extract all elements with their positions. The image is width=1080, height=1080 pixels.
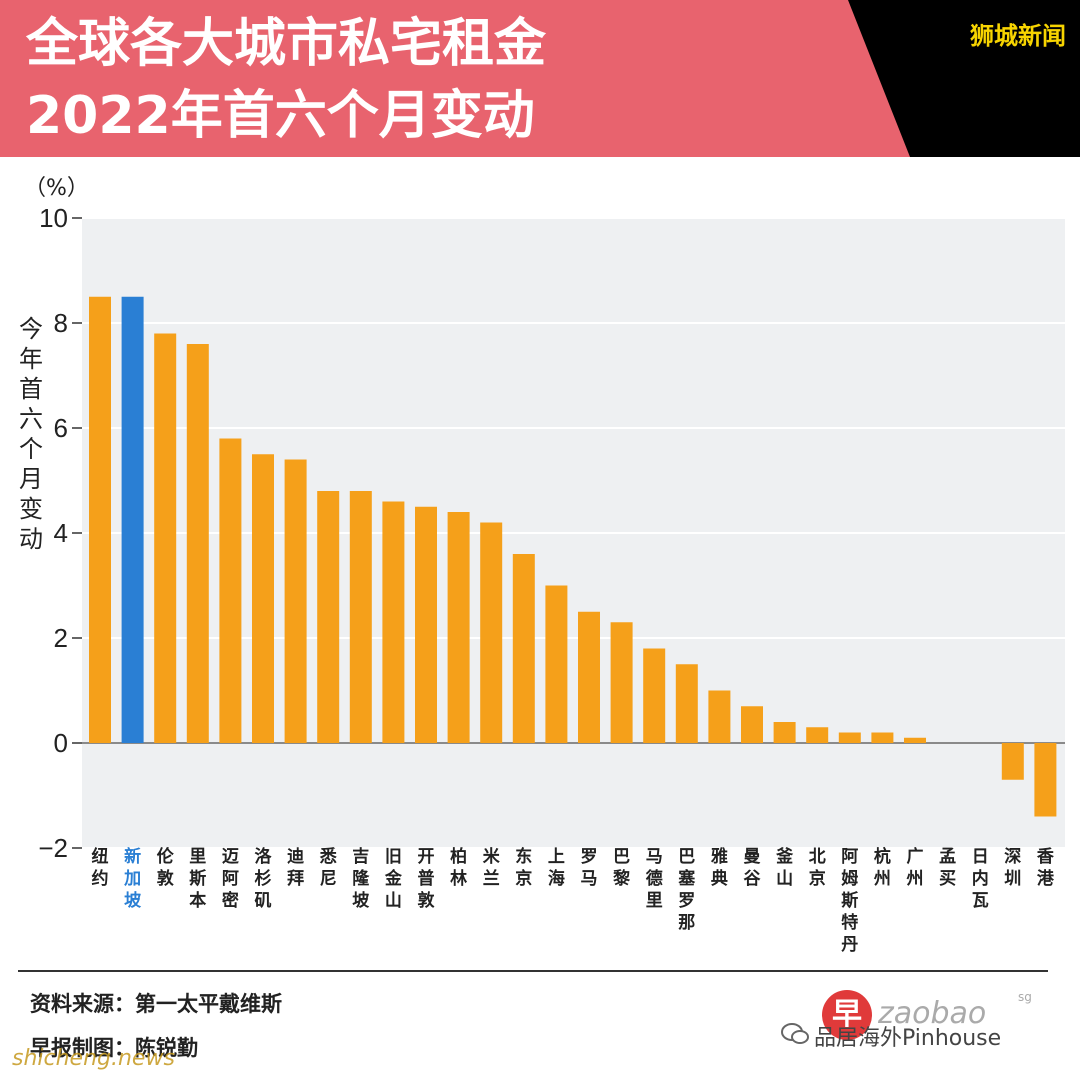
- x-tick-label: 雅典: [710, 846, 728, 889]
- bar-深圳: [1001, 743, 1024, 780]
- y-axis-label: 今年首六个月变动: [19, 315, 43, 553]
- bar-广州: [904, 737, 926, 743]
- x-tick-label: 深圳: [1004, 846, 1021, 889]
- bar-釜山: [773, 722, 796, 743]
- y-tick-label: 2: [54, 623, 68, 653]
- bar-柏林: [447, 512, 470, 743]
- bar-纽约: [89, 296, 111, 743]
- bar-里斯本: [186, 344, 209, 743]
- x-tick-label: 新加坡: [123, 846, 141, 911]
- x-tick-label: 旧金山: [384, 847, 403, 911]
- chart-title-line1: 全球各大城市私宅租金: [26, 14, 547, 74]
- wechat-account-label: 品居海外Pinhouse: [814, 1026, 1002, 1051]
- x-tick-label: 北京: [809, 847, 826, 889]
- x-tick-label: 马德里: [646, 847, 663, 911]
- bar-上海: [545, 585, 568, 743]
- x-tick-label: 巴塞罗那: [678, 847, 696, 933]
- credit-note: 早报制图：陈锐勤: [30, 1036, 198, 1060]
- x-tick-label: 上海: [548, 847, 565, 889]
- bar-开普敦: [415, 506, 437, 743]
- header-title-banner: [0, 0, 910, 157]
- bar-雅典: [708, 690, 731, 743]
- x-tick-label: 孟买: [939, 847, 956, 889]
- bar-旧金山: [382, 501, 405, 743]
- bar-迈阿密: [219, 438, 242, 743]
- y-axis-unit: （%）: [24, 176, 89, 201]
- x-tick-label: 洛杉矶: [255, 846, 273, 911]
- bar-阿姆斯特丹: [838, 732, 861, 743]
- x-tick-label: 罗马: [581, 847, 598, 889]
- site-watermark: shicheng.news: [12, 1046, 175, 1071]
- x-tick-label: 巴黎: [613, 847, 630, 889]
- x-tick-label: 广州: [906, 846, 924, 889]
- bar-马德里: [643, 648, 666, 743]
- source-note: 资料来源：第一太平戴维斯: [30, 992, 282, 1016]
- bar-巴黎: [610, 622, 633, 743]
- bar-杭州: [871, 732, 894, 743]
- x-tick-label: 东京: [515, 846, 532, 889]
- footer-divider: [18, 970, 1048, 972]
- bar-香港: [1034, 743, 1057, 817]
- bar-巴塞罗那: [675, 664, 698, 743]
- x-tick-label: 伦敦: [157, 846, 175, 889]
- bar-洛杉矶: [252, 454, 274, 743]
- y-tick-label: 4: [54, 518, 68, 548]
- y-tick-label: 6: [54, 413, 68, 443]
- bar-东京: [512, 554, 535, 743]
- x-tick-label: 香港: [1037, 847, 1055, 889]
- x-tick-label: 日内瓦: [972, 847, 989, 911]
- x-tick-label: 阿姆斯特丹: [841, 847, 858, 955]
- x-tick-label: 纽约: [92, 846, 109, 889]
- x-tick-label: 柏林: [450, 846, 467, 889]
- bar-曼谷: [741, 706, 763, 743]
- x-tick-label: 吉隆坡: [352, 847, 370, 911]
- y-tick-label: −2: [38, 833, 68, 863]
- zaobao-logo-icon: 早: [822, 990, 872, 1040]
- bar-悉尼: [317, 491, 340, 743]
- x-tick-label: 杭州: [873, 846, 891, 889]
- bar-伦敦: [154, 333, 177, 743]
- wechat-icon: [781, 1023, 809, 1044]
- zaobao-logo-sup: sg: [1018, 990, 1032, 1004]
- header-bar: 全球各大城市私宅租金 2022年首六个月变动 狮城新闻: [0, 0, 1080, 157]
- bar-罗马: [578, 611, 600, 743]
- bar-迪拜: [284, 459, 307, 743]
- x-tick-label: 开普敦: [418, 847, 436, 911]
- bar-吉隆坡: [349, 491, 372, 743]
- x-tick-label: 迈阿密: [222, 847, 239, 911]
- bar-米兰: [480, 522, 503, 743]
- y-tick-label: 0: [54, 728, 68, 758]
- x-tick-label: 悉尼: [319, 847, 338, 889]
- zaobao-logo-text: zaobao: [878, 996, 987, 1031]
- brand-label: 狮城新闻: [970, 22, 1066, 50]
- bar-北京: [806, 727, 829, 743]
- bar-chart: 10 8 6 4 2 0 −2 纽约新加坡伦敦里斯本迈阿密洛杉矶迪拜悉尼吉隆坡旧金山开普敦柏林…: [38, 203, 1065, 955]
- bar-新加坡: [121, 296, 144, 743]
- x-tick-label: 迪拜: [287, 846, 304, 889]
- y-tick-label: 8: [54, 308, 68, 338]
- x-tick-label: 里斯本: [189, 847, 206, 911]
- chart-title-line2: 2022年首六个月变动: [26, 86, 535, 146]
- x-tick-label: 曼谷: [744, 847, 762, 889]
- x-tick-label: 米兰: [483, 846, 501, 889]
- y-tick-label: 10: [39, 203, 68, 233]
- x-tick-label: 釜山: [775, 846, 794, 889]
